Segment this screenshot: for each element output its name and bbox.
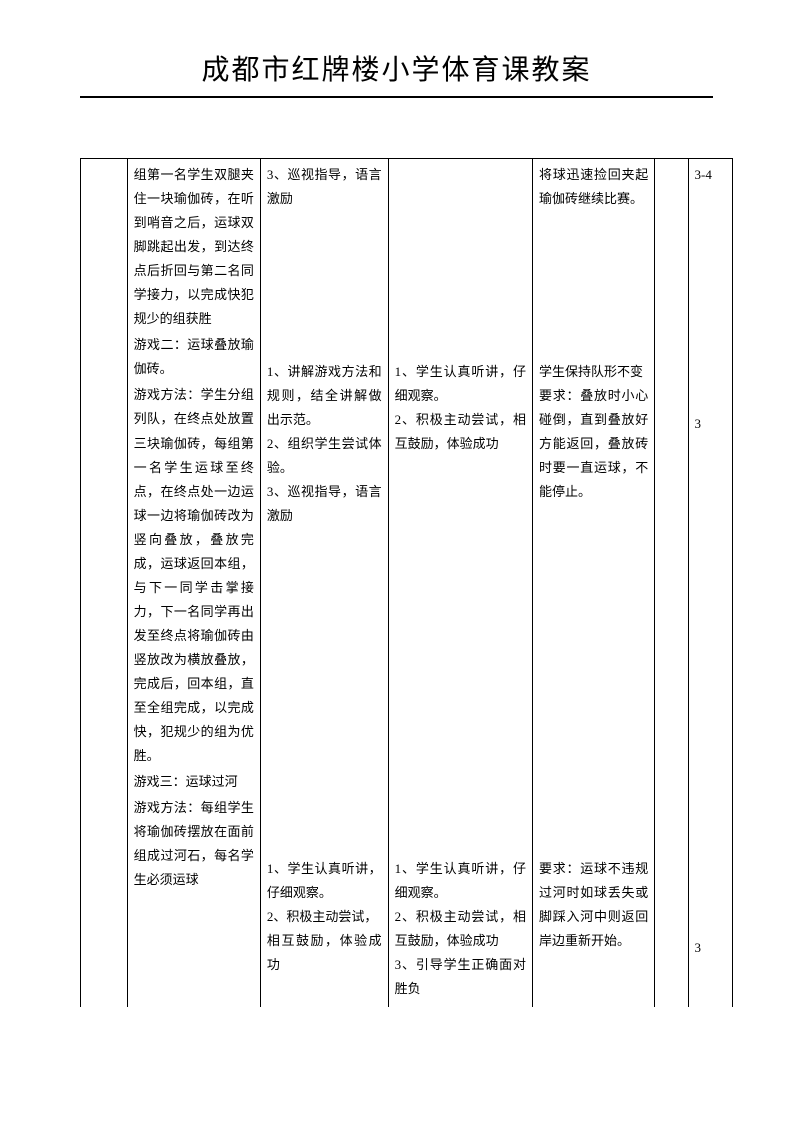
cell-content: 组第一名学生双腿夹住一块瑜伽砖，在听到哨音之后，运球双脚跳起出发，到达终点后折回… [127, 159, 260, 1008]
text-block [395, 163, 526, 358]
text-block: 1、讲解游戏方法和规则，结全讲解做出示范。 2、组织学生尝试体验。 3、巡视指导… [267, 360, 382, 855]
page-header: 成都市红牌楼小学体育课教案 [80, 0, 713, 98]
lesson-table: 组第一名学生双腿夹住一块瑜伽砖，在听到哨音之后，运球双脚跳起出发，到达终点后折回… [80, 158, 733, 1007]
text-block: 1、学生认真听讲，仔细观察。 2、积极主动尝试， 相互鼓励，体验成功 [267, 857, 382, 977]
text-times: 3-4 [695, 163, 726, 187]
text-block: 1、学生认真听讲，仔细观察。 2、积极主动尝试，相互鼓励，体验成功 [395, 360, 526, 855]
text-block: 游戏方法：学生分组列队，在终点处放置三块瑜伽砖，每组第一名学生运球至终点，在终点… [134, 383, 254, 768]
text-block: 学生保持队形不变 要求：叠放时小心碰倒，直到叠放好方能返回，叠放砖时要一直运球，… [539, 360, 648, 855]
text-times: 3 [695, 412, 726, 436]
lesson-table-container: 组第一名学生双腿夹住一块瑜伽砖，在听到哨音之后，运球双脚跳起出发，到达终点后折回… [80, 158, 733, 1007]
cell-blank [655, 159, 688, 1008]
cell-times: 3-4 3 3 [688, 159, 732, 1008]
table-row: 组第一名学生双腿夹住一块瑜伽砖，在听到哨音之后，运球双脚跳起出发，到达终点后折回… [81, 159, 733, 1008]
text-block: 游戏方法：每组学生将瑜伽砖摆放在面前组成过河石，每名学生必须运球 [134, 796, 254, 892]
cell-student-activity: 1、学生认真听讲，仔细观察。 2、积极主动尝试，相互鼓励，体验成功 1、学生认真… [388, 159, 532, 1008]
text-block: 3、巡视指导，语言激励 [267, 163, 382, 358]
cell-blank [81, 159, 128, 1008]
page-title: 成都市红牌楼小学体育课教案 [80, 48, 713, 88]
text-block: 将球迅速捡回夹起瑜伽砖继续比赛。 [539, 163, 648, 358]
text-block: 要求：运球不违规过河时如球丢失或脚踩入河中则返回岸边重新开始。 [539, 857, 648, 953]
cell-organization: 将球迅速捡回夹起瑜伽砖继续比赛。 学生保持队形不变 要求：叠放时小心碰倒，直到叠… [533, 159, 655, 1008]
text-block: 游戏三：运球过河 [134, 770, 254, 794]
text-block: 1、学生认真听讲，仔细观察。 2、积极主动尝试，相互鼓励，体验成功 3、引导学生… [395, 857, 526, 1001]
cell-teacher-activity: 3、巡视指导，语言激励 1、讲解游戏方法和规则，结全讲解做出示范。 2、组织学生… [260, 159, 388, 1008]
text-block: 游戏二：运球叠放瑜伽砖。 [134, 333, 254, 381]
text-block: 组第一名学生双腿夹住一块瑜伽砖，在听到哨音之后，运球双脚跳起出发，到达终点后折回… [134, 163, 254, 331]
text-times: 3 [695, 936, 726, 960]
